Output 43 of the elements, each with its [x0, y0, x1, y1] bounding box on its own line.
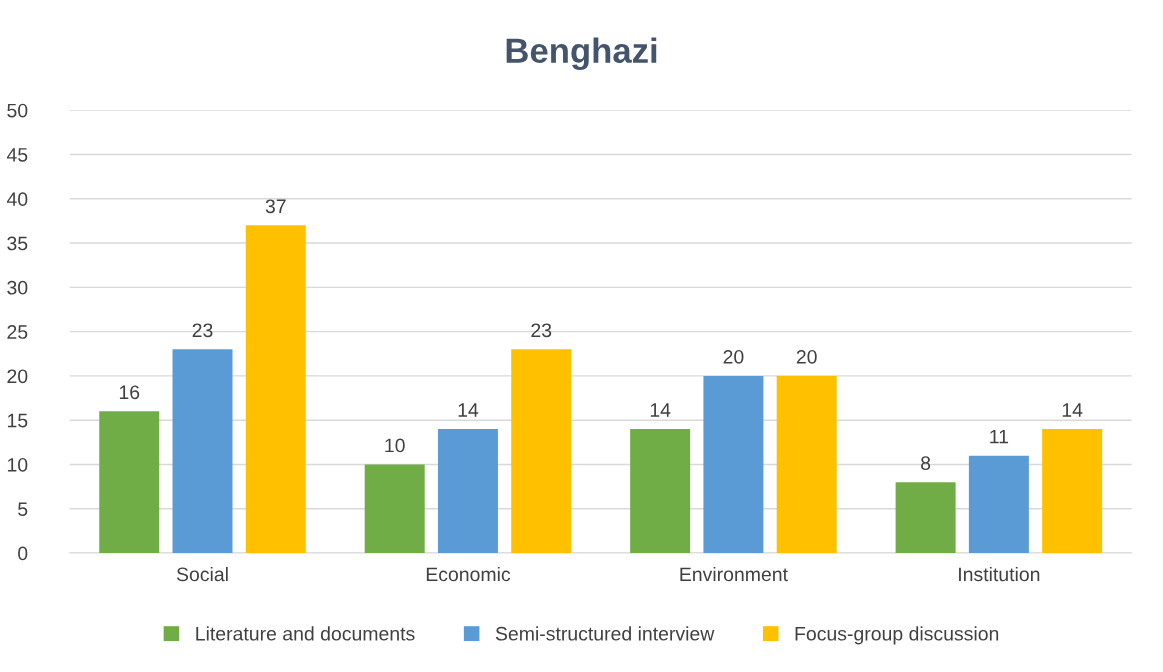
y-tick-label: 30: [7, 280, 28, 295]
data-label: 16: [119, 385, 140, 400]
data-label: 37: [265, 199, 286, 214]
bar: [895, 482, 956, 554]
data-label: 23: [531, 323, 552, 338]
y-tick-label: 45: [6, 148, 28, 162]
bar: [968, 455, 1029, 554]
bar: [99, 411, 160, 554]
bar: [630, 429, 691, 554]
data-label: 20: [796, 349, 817, 364]
x-tick-label: Social: [176, 566, 228, 582]
y-tick-label: 40: [6, 192, 28, 207]
bar: [172, 349, 233, 554]
data-label: 10: [385, 438, 405, 453]
bar: [364, 464, 425, 554]
bar: [703, 375, 764, 554]
y-tick-label: 15: [7, 413, 28, 428]
x-tick-label: Environment: [680, 566, 788, 582]
bar: [245, 225, 306, 554]
x-tick-label: Institution: [959, 566, 1040, 582]
y-tick-label: 25: [7, 325, 28, 339]
y-tick-label: 10: [7, 457, 28, 472]
data-label: 8: [921, 456, 931, 471]
y-tick-label: 0: [18, 546, 28, 561]
y-tick-label: 20: [7, 369, 28, 384]
y-tick-label: 50: [7, 103, 28, 118]
y-tick-label: 5: [18, 502, 28, 517]
data-label: 11: [990, 429, 1009, 444]
chart-title: Benghazi: [506, 37, 657, 71]
data-label: 20: [723, 349, 744, 364]
bar: [776, 375, 837, 554]
x-tick-label: Economic: [426, 566, 511, 582]
legend-label: Semi-structured interview: [495, 626, 715, 641]
y-tick-label: 35: [7, 236, 28, 251]
bar: [437, 429, 498, 554]
bar: [511, 349, 572, 554]
data-label: 14: [650, 403, 671, 417]
data-label: 14: [1062, 403, 1083, 417]
bar: [1042, 429, 1103, 554]
legend-label: Focus-group discussion: [795, 626, 999, 645]
data-label: 23: [192, 323, 213, 338]
legend-label: Literature and documents: [196, 626, 415, 641]
data-label: 14: [458, 403, 479, 417]
